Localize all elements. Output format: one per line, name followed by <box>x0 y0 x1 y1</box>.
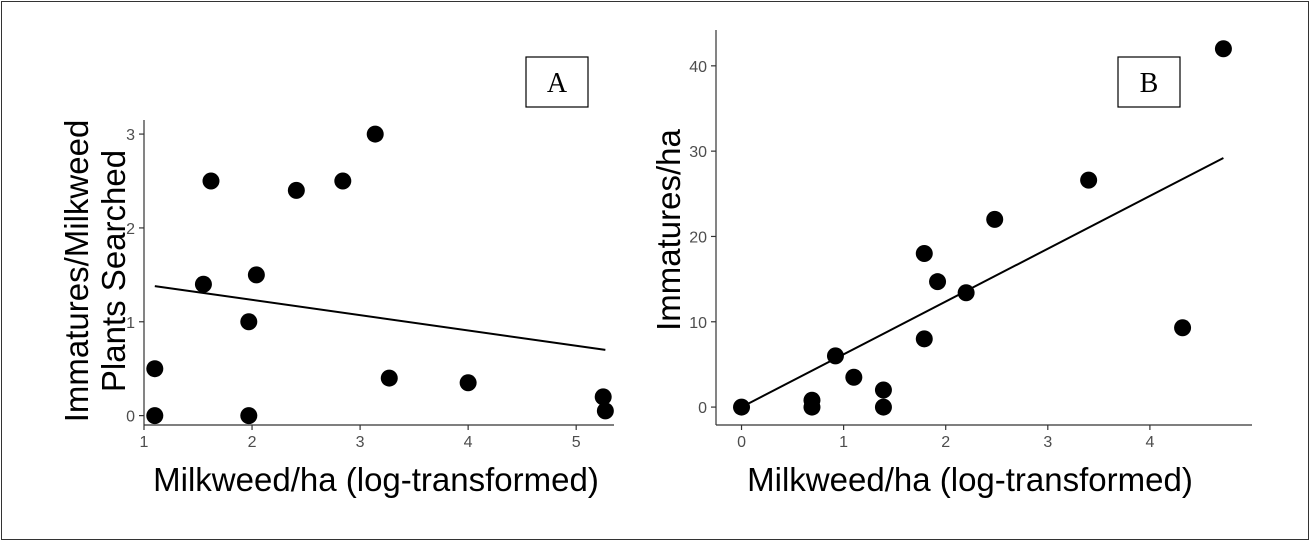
panel-a-data-point <box>240 313 258 331</box>
panel-b-label-box <box>1117 56 1181 108</box>
panel-b-data-point <box>915 330 933 348</box>
panel-a-x-tick-label: 1 <box>140 434 149 451</box>
panel-b-data-point <box>803 391 821 409</box>
panel-b-data-point <box>874 381 892 399</box>
panel-a-data-point <box>202 172 220 190</box>
panel-a-label-box <box>525 56 589 108</box>
panel-a-trend-line <box>154 285 606 351</box>
panel-a-y-axis-title-line-1: Immatures/Milkweed <box>58 120 95 423</box>
panel-a-x-tick-label: 4 <box>464 434 473 451</box>
panel-a-x-tick-label: 5 <box>572 434 581 451</box>
panel-b-y-tick-label: 10 <box>689 315 707 332</box>
panel-b-data-point <box>915 245 933 263</box>
panel-b-data-point <box>929 273 947 291</box>
panel-b-data-point <box>1174 319 1192 337</box>
panel-a-data-point <box>146 360 164 378</box>
panel-b-y-tick-label: 0 <box>698 400 707 417</box>
panel-a-x-tick-label: 3 <box>356 434 365 451</box>
panel-b-x-axis-title: Milkweed/ha (log-transformed) <box>747 461 1193 498</box>
panel-a-data-point <box>459 374 477 392</box>
panel-a-data-point <box>146 407 164 425</box>
panel-b-x-tick-label: 3 <box>1043 434 1052 451</box>
panel-a-x-axis-title: Milkweed/ha (log-transformed) <box>153 461 599 498</box>
panel-b-data-point <box>1080 171 1098 189</box>
panel-b-x-tick-label: 4 <box>1145 434 1154 451</box>
panel-b-label: B <box>1140 68 1159 99</box>
panel-a-data-point <box>366 125 384 143</box>
panel-a-y-tick-label: 1 <box>126 315 135 332</box>
panel-a-data-point <box>247 266 265 284</box>
panel-a-data-point <box>194 275 212 293</box>
panel-b-y-tick-label: 30 <box>689 144 707 161</box>
panel-a-y-tick-label: 0 <box>126 409 135 426</box>
panel-b-trend-line <box>741 157 1224 408</box>
panel-b-y-axis-title: Immatures/ha <box>650 128 687 330</box>
panel-b-y-tick-label: 40 <box>689 59 707 76</box>
panel-a-points <box>146 125 614 425</box>
panel-b-x-tick-label: 2 <box>941 434 950 451</box>
panel-b-data-point <box>845 368 863 386</box>
panel-a-y-axis-title-line-2: Plants Searched <box>95 150 132 392</box>
panel-a-x-tick-label: 2 <box>248 434 257 451</box>
panel-b-data-point <box>1214 40 1232 58</box>
panel-a-y-tick-label: 3 <box>126 127 135 144</box>
panel-b-y-tick-label: 20 <box>689 229 707 246</box>
panel-a-data-point <box>287 181 305 199</box>
panel-b-data-point <box>986 210 1004 228</box>
panel-b-x-tick-label: 0 <box>737 434 746 451</box>
panel-a-y-tick-label: 2 <box>126 221 135 238</box>
panel-a-label: A <box>547 68 568 99</box>
panel-b-data-point <box>874 398 892 416</box>
panel-b-x-tick-label: 1 <box>839 434 848 451</box>
panel-a-data-point <box>596 402 614 420</box>
panel-a-data-point <box>380 369 398 387</box>
panel-a-data-point <box>594 388 612 406</box>
panel-a-data-point <box>240 407 258 425</box>
panel-a-data-point <box>334 172 352 190</box>
